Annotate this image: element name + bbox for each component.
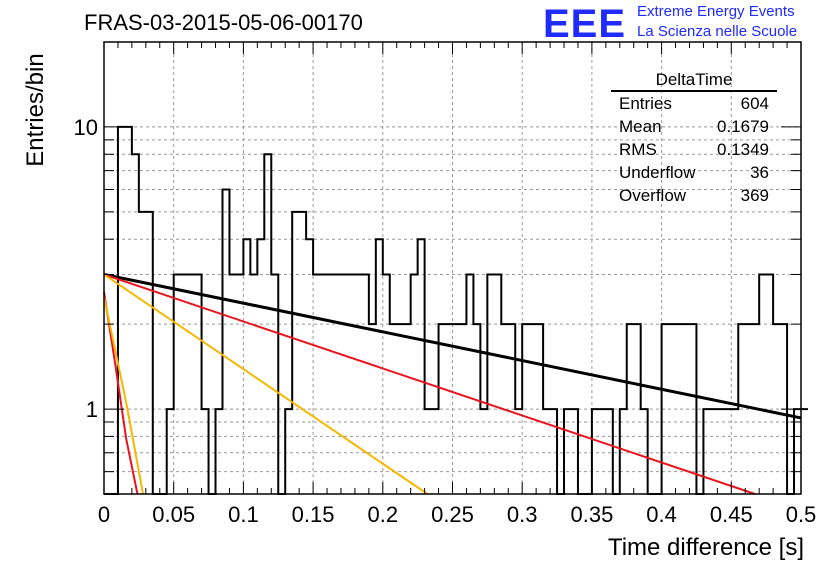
stats-value: 369 xyxy=(740,186,769,205)
logo-line-2: La Scienza nelle Scuole xyxy=(637,23,798,40)
x-tick-label: 0.45 xyxy=(710,502,753,527)
stats-value: 36 xyxy=(750,163,769,182)
x-axis-label: Time difference [s] xyxy=(607,534,804,561)
stats-value: 604 xyxy=(740,94,769,113)
y-axis-label: Entries/bin xyxy=(22,53,49,167)
stats-row-underflow: Underflow 36 xyxy=(611,161,777,184)
stats-label: Underflow xyxy=(619,163,696,182)
fit-curve xyxy=(103,272,802,420)
stats-label: Overflow xyxy=(619,186,687,205)
x-tick-label: 0 xyxy=(98,502,110,527)
stats-box: DeltaTime Entries 604 Mean 0.1679 RMS 0.… xyxy=(611,70,777,207)
x-tick-label: 0.35 xyxy=(570,502,613,527)
stats-label: RMS xyxy=(619,140,657,159)
eee-logo: EEE xyxy=(543,2,627,46)
stats-label: Entries xyxy=(619,94,672,113)
stats-row-mean: Mean 0.1679 xyxy=(611,115,777,138)
stats-value: 0.1679 xyxy=(717,117,769,136)
x-tick-label: 0.15 xyxy=(292,502,335,527)
y-tick-label: 10 xyxy=(74,115,98,140)
x-tick-label: 0.05 xyxy=(152,502,195,527)
stats-value: 0.1349 xyxy=(717,140,769,159)
stats-row-rms: RMS 0.1349 xyxy=(611,138,777,161)
x-tick-label: 0.25 xyxy=(431,502,474,527)
x-tick-label: 0.5 xyxy=(786,502,817,527)
x-tick-label: 0.1 xyxy=(228,502,259,527)
histogram-outline xyxy=(104,125,808,495)
stats-row-overflow: Overflow 369 xyxy=(611,184,777,207)
x-tick-label: 0.3 xyxy=(507,502,538,527)
fit-curve xyxy=(103,296,145,495)
chart-title: FRAS-03-2015-05-06-00170 xyxy=(84,10,363,35)
fit-curve xyxy=(103,273,756,495)
x-tick-label: 0.2 xyxy=(368,502,399,527)
fit-curve xyxy=(103,273,428,495)
stats-row-entries: Entries 604 xyxy=(611,92,777,115)
logo-line-1: Extreme Energy Events xyxy=(637,3,795,20)
x-tick-label: 0.4 xyxy=(646,502,677,527)
stats-label: Mean xyxy=(619,117,662,136)
y-tick-label: 1 xyxy=(86,397,98,422)
stats-title: DeltaTime xyxy=(611,70,777,92)
